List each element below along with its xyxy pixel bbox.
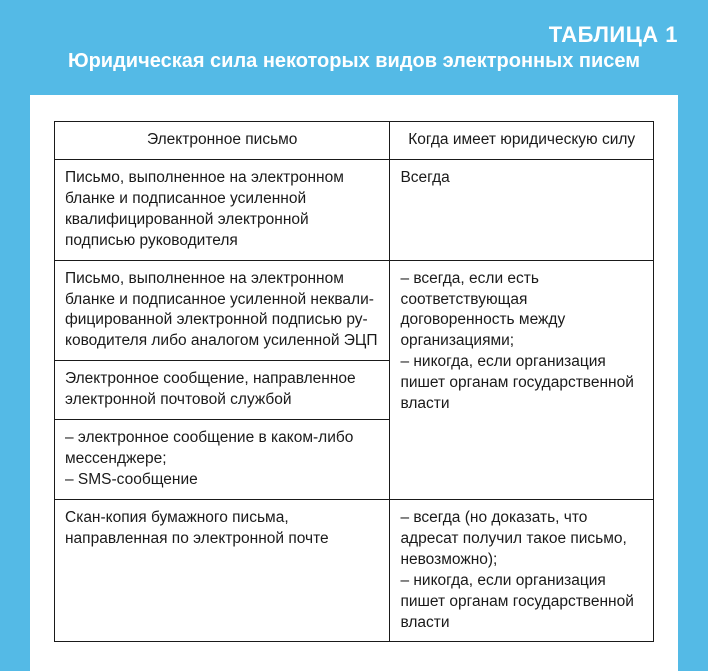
cell-col1: – электронное сообщение в каком-либо мес… <box>55 420 390 500</box>
header-col2: Когда имеет юридическую силу <box>390 122 654 160</box>
table-row: Письмо, выполненное на электронном бланк… <box>55 159 654 260</box>
header-col1: Электронное письмо <box>55 122 390 160</box>
cell-col1: Электронное сообщение, направленное элек… <box>55 361 390 420</box>
table-title: Юридическая сила некоторых видов электро… <box>30 50 678 73</box>
table-body: Письмо, выполненное на электронном бланк… <box>55 159 654 642</box>
table-row: Письмо, выполненное на электронном бланк… <box>55 260 654 361</box>
cell-col2: Всегда <box>390 159 654 260</box>
cell-col2: – всегда (но доказать, что адресат получ… <box>390 499 654 642</box>
table-header-row: Электронное письмо Когда имеет юридическ… <box>55 122 654 160</box>
table-row: Скан-копия бумажного письма, направленна… <box>55 499 654 642</box>
cell-col2: – всегда, если есть соответствующая дого… <box>390 260 654 499</box>
cell-col1: Скан-копия бумажного письма, направленна… <box>55 499 390 642</box>
legal-email-table: Электронное письмо Когда имеет юридическ… <box>54 121 654 642</box>
table-number: ТАБЛИЦА 1 <box>30 22 678 48</box>
cell-col1: Письмо, выполненное на электронном бланк… <box>55 260 390 361</box>
page-background: ТАБЛИЦА 1 Юридическая сила некоторых вид… <box>0 0 708 671</box>
cell-col1: Письмо, выполненное на электронном бланк… <box>55 159 390 260</box>
table-card: Электронное письмо Когда имеет юридическ… <box>30 95 678 672</box>
